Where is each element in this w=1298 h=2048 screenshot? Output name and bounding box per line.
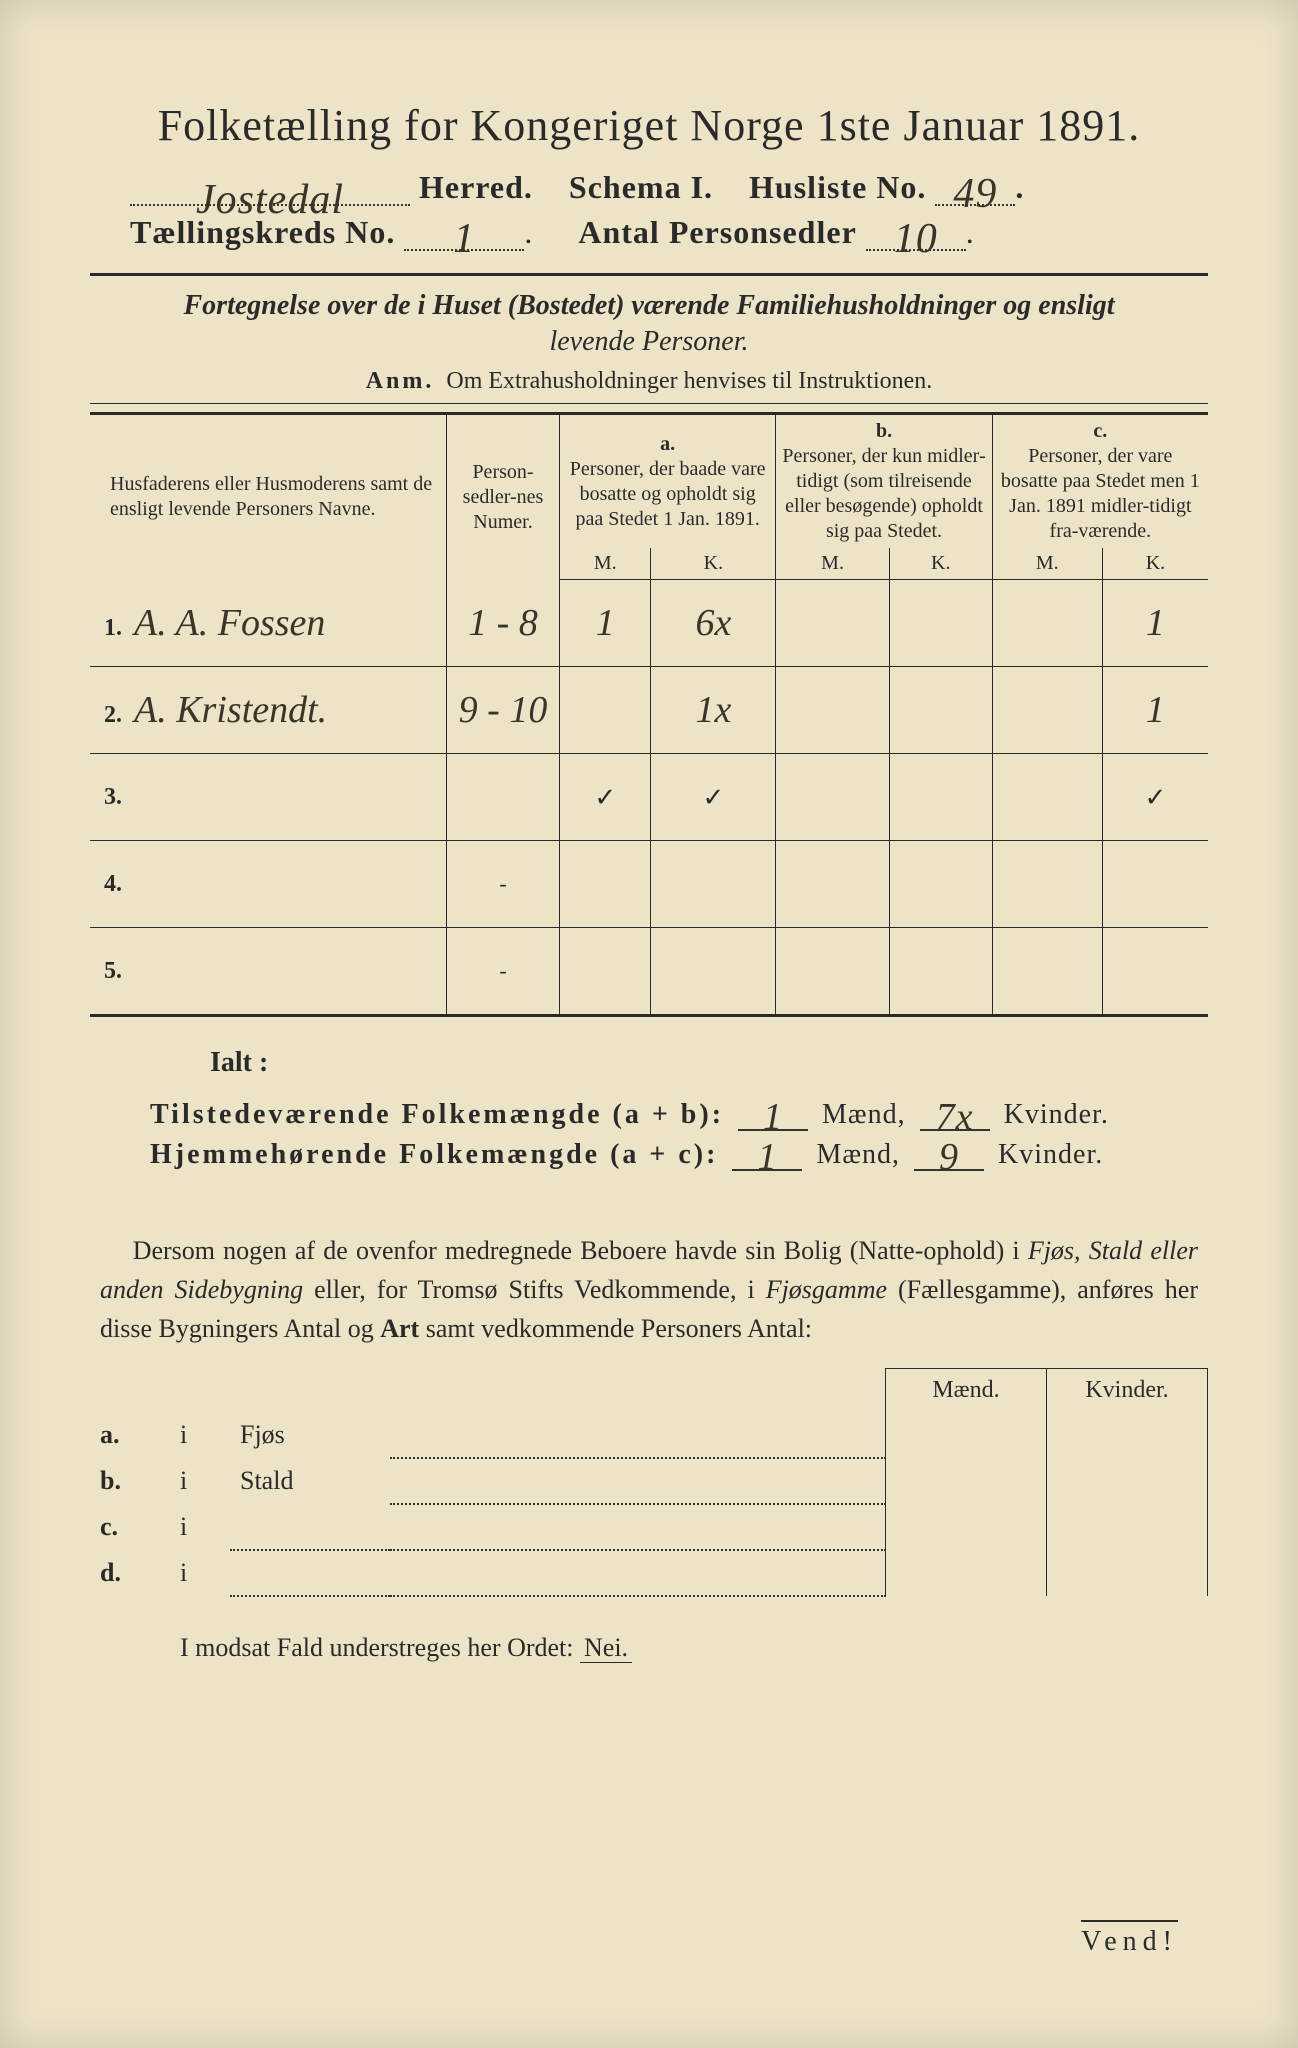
side-row: a. i Fjøs xyxy=(90,1412,1208,1458)
col-b: b. Personer, der kun midler-tidigt (som … xyxy=(776,414,992,549)
table-row: 4. - xyxy=(90,841,1208,928)
col-c-m: M. xyxy=(992,548,1102,580)
row1-numer: 1 - 8 xyxy=(468,602,538,644)
sum2-k: 9 xyxy=(939,1136,959,1178)
col-b-m: M. xyxy=(776,548,889,580)
schema-label: Schema I. xyxy=(569,169,713,205)
col-a-k: K. xyxy=(651,548,776,580)
husliste-no: 49 xyxy=(953,171,997,217)
ialt-label: Ialt : xyxy=(210,1047,1208,1079)
side-row: b. i Stald xyxy=(90,1458,1208,1504)
side-building-paragraph: Dersom nogen af de ovenfor medregnede Be… xyxy=(100,1231,1198,1348)
husliste-label: Husliste No. xyxy=(749,169,926,205)
imodsat-line: I modsat Fald understreges her Ordet: Ne… xyxy=(180,1633,1208,1663)
side-row: d. i xyxy=(90,1550,1208,1596)
side-table: Mænd. Kvinder. a. i Fjøs b. i Stald c. i… xyxy=(90,1368,1208,1597)
table-row: 5. - xyxy=(90,928,1208,1016)
sum-line-1: Tilstedeværende Folkemængde (a + b): 1 M… xyxy=(150,1095,1208,1131)
col-numer: Person-sedler-nes Numer. xyxy=(447,414,560,580)
herred-value: Jostedal xyxy=(196,177,344,223)
side-col-m: Mænd. xyxy=(886,1369,1047,1413)
census-form-page: Folketælling for Kongeriget Norge 1ste J… xyxy=(0,0,1298,2048)
kreds-no: 1 xyxy=(453,216,475,262)
subtitle-1: Fortegnelse over de i Huset (Bostedet) v… xyxy=(90,290,1208,322)
personsedler-no: 10 xyxy=(894,216,938,262)
anm-note: Anm. Anm. Om Extrahusholdninger henvises… xyxy=(90,368,1208,395)
col-a: a. Personer, der baade vare bosatte og o… xyxy=(560,414,776,549)
personsedler-label: Antal Personsedler xyxy=(578,214,856,250)
col-c-k: K. xyxy=(1102,548,1208,580)
table-row: 2. A. Kristendt. 9 - 10 1x 1 xyxy=(90,667,1208,754)
row2-name: A. Kristendt. xyxy=(134,689,327,731)
col-a-m: M. xyxy=(560,548,651,580)
subtitle-2: levende Personer. xyxy=(90,326,1208,358)
divider-thin xyxy=(90,403,1208,404)
col-names: Husfaderens eller Husmoderens samt de en… xyxy=(90,414,447,580)
row1-name: A. A. Fossen xyxy=(134,602,325,644)
sum2-m: 1 xyxy=(757,1136,777,1178)
sum1-m: 1 xyxy=(763,1096,783,1138)
table-row: 3. ✓ ✓ ✓ xyxy=(90,754,1208,841)
col-b-k: K. xyxy=(889,548,992,580)
main-table: Husfaderens eller Husmoderens samt de en… xyxy=(90,412,1208,1017)
side-col-k: Kvinder. xyxy=(1047,1369,1208,1413)
herred-label: Herred. xyxy=(419,169,533,205)
page-title: Folketælling for Kongeriget Norge 1ste J… xyxy=(90,100,1208,151)
nei-word: Nei. xyxy=(580,1633,632,1663)
header-line-1: Jostedal Herred. Schema I. Husliste No. … xyxy=(130,169,1208,206)
sum1-k: 7x xyxy=(936,1096,974,1138)
vend-label: Vend! xyxy=(1081,1920,1178,1958)
col-c: c. Personer, der vare bosatte paa Stedet… xyxy=(992,414,1208,549)
divider xyxy=(90,273,1208,276)
table-row: 1. A. A. Fossen 1 - 8 1 6x 1 xyxy=(90,580,1208,667)
side-row: c. i xyxy=(90,1504,1208,1550)
sum-line-2: Hjemmehørende Folkemængde (a + c): 1 Mæn… xyxy=(150,1135,1208,1171)
